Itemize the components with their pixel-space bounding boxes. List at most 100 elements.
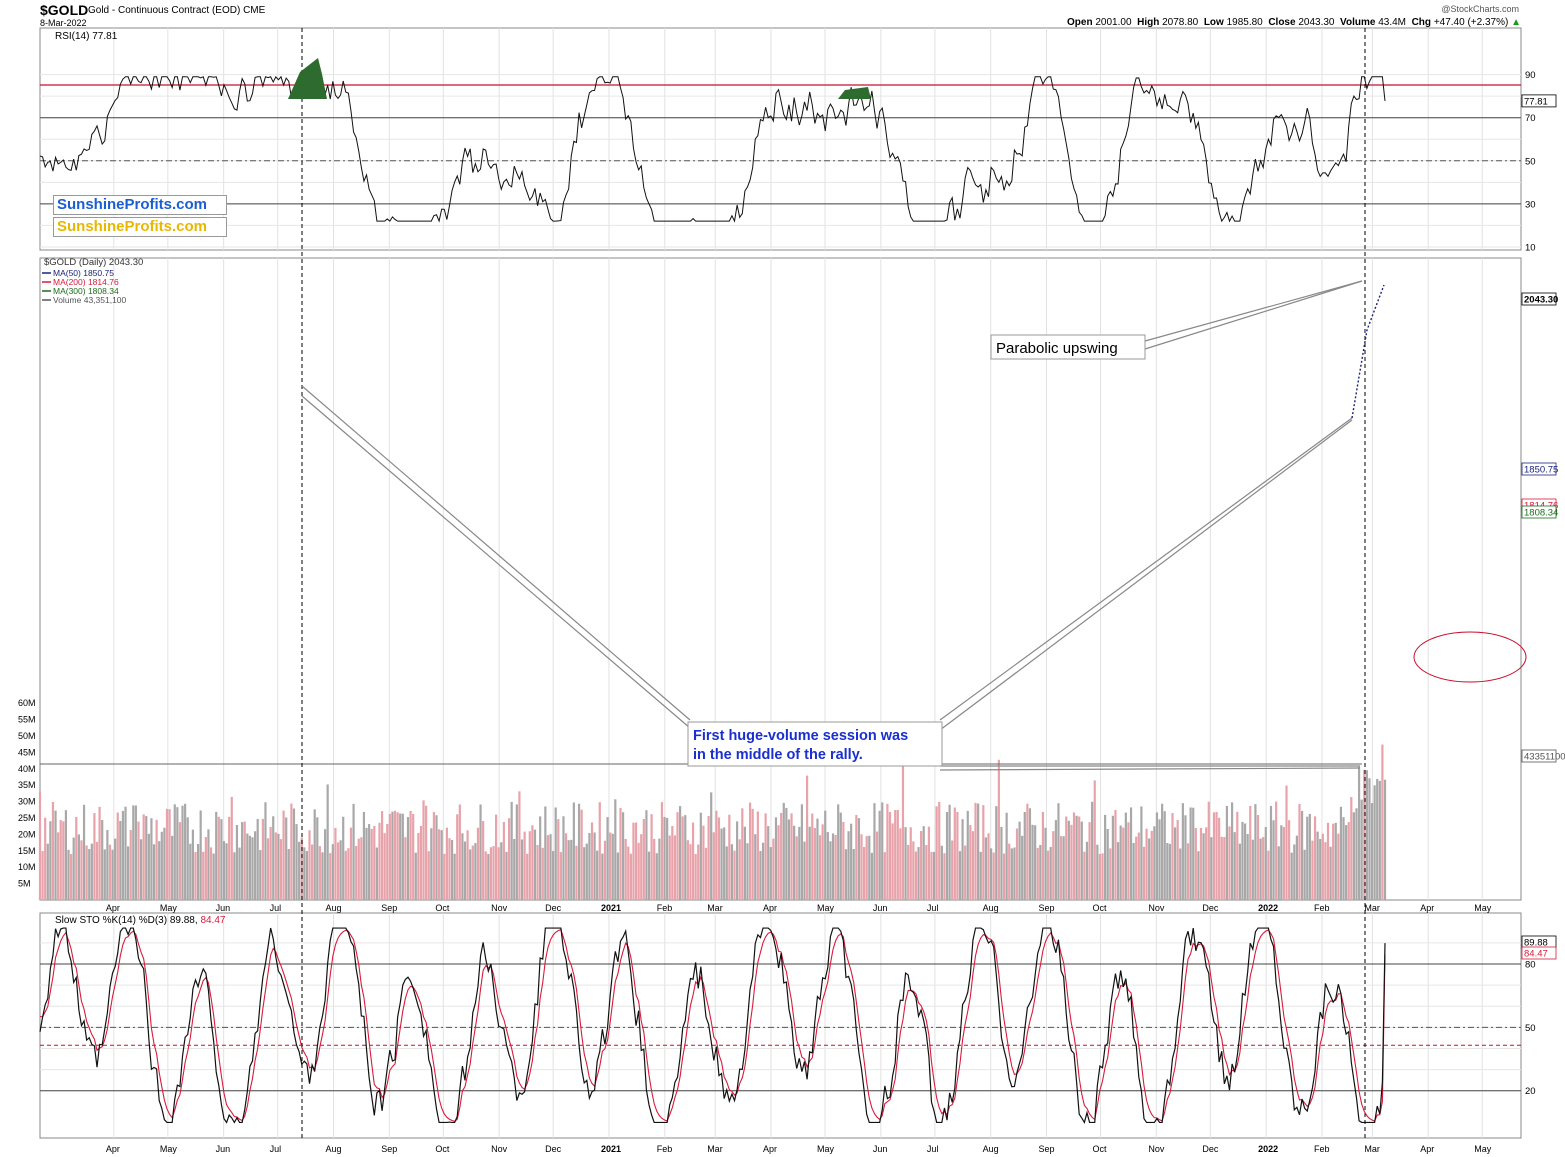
- volume-bar: [393, 810, 397, 900]
- volume-bar: [767, 826, 770, 900]
- volume-bar: [1181, 803, 1184, 900]
- volume-bar: [75, 817, 78, 900]
- volume-bar: [469, 849, 472, 900]
- volume-bar: [1072, 812, 1076, 900]
- x-tick-label: Aug: [983, 1144, 999, 1154]
- volume-bar: [1210, 837, 1213, 900]
- x-tick-label: Nov: [1148, 1144, 1165, 1154]
- volume-bar: [1264, 827, 1267, 900]
- sto-title: Slow STO %K(14) %D(3) 89.88, 84.47: [55, 915, 226, 926]
- volume-bar: [1282, 827, 1286, 900]
- volume-bar: [1225, 805, 1229, 900]
- rsi-tick-label: 10: [1525, 242, 1536, 253]
- rsi-tick-label: 90: [1525, 70, 1536, 81]
- volume-bar: [1052, 831, 1055, 900]
- volume-bar: [1088, 822, 1091, 900]
- volume-bar: [850, 823, 853, 900]
- volume-value: 43.4M: [1378, 17, 1407, 28]
- volume-bar: [85, 845, 88, 900]
- volume-bar: [134, 805, 137, 900]
- volume-bar: [1194, 828, 1197, 900]
- volume-bar: [549, 834, 552, 900]
- volume-bar: [1288, 820, 1291, 900]
- ohlc-stats: Open 2001.00 High 2078.80 Low 1985.80 Cl…: [1067, 17, 1521, 28]
- volume-bar: [1189, 807, 1192, 900]
- volume-bar: [666, 817, 669, 900]
- volume-bar: [920, 831, 923, 900]
- volume-bar: [1303, 849, 1306, 900]
- sunshine-logo-gold[interactable]: SunshineProfits.com: [53, 217, 227, 237]
- volume-bar: [894, 810, 897, 900]
- volume-bar: [764, 813, 767, 900]
- volume-bar: [653, 838, 656, 900]
- volume-bar: [212, 853, 215, 900]
- volume-bar: [59, 820, 62, 900]
- volume-bar: [704, 847, 708, 900]
- volume-bar: [38, 791, 42, 900]
- volume-bar: [1106, 829, 1109, 900]
- volume-bar: [1243, 823, 1247, 900]
- x-tick-label: Sep: [381, 903, 397, 913]
- volume-bar: [173, 804, 176, 900]
- volume-bar: [497, 847, 500, 900]
- volume-bar: [554, 807, 557, 900]
- x-tick-label: Mar: [707, 903, 723, 913]
- volume-bar: [759, 850, 762, 900]
- volume-bar: [378, 822, 381, 900]
- volume-bar: [870, 852, 873, 900]
- x-tick-label: Nov: [1148, 903, 1165, 913]
- volume-bar: [520, 839, 524, 900]
- volume-bar: [847, 831, 850, 900]
- volume-bar: [1093, 780, 1096, 900]
- volume-bar: [1028, 808, 1032, 900]
- volume-bar: [295, 824, 298, 900]
- volume-bar: [492, 846, 495, 900]
- volume-bar: [425, 805, 428, 900]
- volume-bar: [479, 804, 482, 900]
- volume-bar: [461, 833, 464, 900]
- volume-bar: [852, 848, 855, 900]
- volume-bar: [1000, 826, 1003, 900]
- volume-bar: [1236, 811, 1239, 900]
- volume-bar: [1370, 803, 1374, 900]
- volume-bar: [272, 816, 275, 900]
- volume-bar: [171, 835, 174, 900]
- volume-bar: [158, 841, 161, 900]
- volume-bar: [932, 851, 936, 900]
- volume-bar: [1021, 835, 1024, 900]
- x-tick-label: Jun: [873, 1144, 888, 1154]
- volume-bar: [1075, 815, 1078, 900]
- x-tick-label: Feb: [1314, 1144, 1330, 1154]
- volume-bar: [831, 833, 835, 900]
- volume-bar: [357, 838, 360, 900]
- annotation-pointer-line: [1144, 280, 1363, 342]
- volume-bar: [741, 808, 744, 900]
- x-tick-label: 2021: [601, 903, 621, 913]
- close-value: 2043.30: [1298, 17, 1335, 28]
- x-tick-label: Jul: [270, 903, 282, 913]
- volume-bar: [132, 805, 135, 900]
- volume-bar: [150, 818, 153, 900]
- volume-bar: [1339, 806, 1343, 900]
- volume-bar: [1140, 806, 1143, 900]
- volume-bar: [396, 812, 399, 900]
- volume-bar: [339, 840, 342, 900]
- volume-bar: [238, 847, 241, 900]
- volume-bar: [362, 811, 366, 900]
- close-label: Close: [1268, 17, 1296, 28]
- volume-bar: [1111, 815, 1114, 900]
- volume-bar: [891, 823, 894, 900]
- sunshine-logo-blue[interactable]: SunshineProfits.com: [53, 195, 227, 215]
- volume-bar: [857, 818, 861, 900]
- volume-bar: [471, 845, 474, 900]
- volume-bar: [1357, 766, 1361, 900]
- volume-bar: [805, 775, 809, 900]
- volume-bar: [399, 813, 402, 900]
- volume-bar: [1137, 832, 1140, 900]
- sto-k-current-tag: 89.88: [1524, 938, 1548, 949]
- volume-bar: [222, 841, 226, 900]
- volume-bar: [907, 844, 910, 900]
- volume-bar: [93, 813, 96, 900]
- volume-bar: [748, 802, 752, 900]
- volume-bar: [863, 847, 866, 900]
